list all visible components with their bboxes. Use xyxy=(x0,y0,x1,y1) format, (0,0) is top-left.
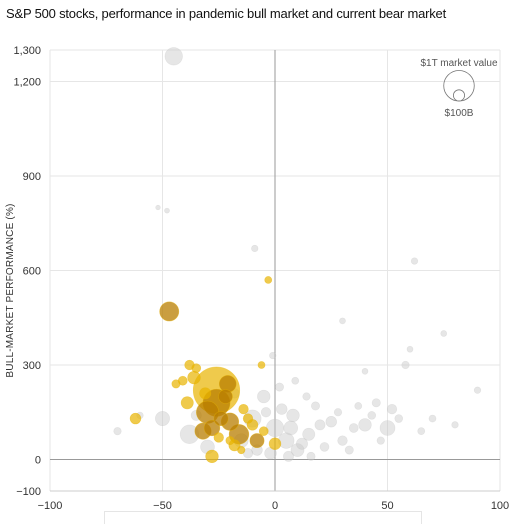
data-point-other xyxy=(290,443,305,457)
data-point-other xyxy=(296,437,308,450)
data-point-other xyxy=(155,411,170,426)
data-point-other xyxy=(379,420,396,436)
size-legend-large-circle xyxy=(443,70,475,102)
data-point-other xyxy=(302,427,316,441)
data-point-other xyxy=(354,402,363,410)
data-point-highlighted xyxy=(238,403,249,415)
size-legend-small-circle xyxy=(452,89,466,102)
data-point-highlighted xyxy=(187,370,201,385)
y-tick-label: 900 xyxy=(23,171,41,183)
data-point-highlighted xyxy=(205,449,219,463)
data-point-other xyxy=(451,421,459,429)
data-point-highlighted xyxy=(257,361,266,369)
data-point-highlighted xyxy=(199,387,212,400)
data-point-other xyxy=(314,419,326,431)
data-point-highlighted xyxy=(249,433,265,449)
y-tick-label: −100 xyxy=(16,486,41,498)
x-tick-label: −100 xyxy=(38,500,63,512)
data-point-other xyxy=(473,386,482,394)
data-point-other xyxy=(348,423,359,433)
data-point-highlighted xyxy=(203,419,221,437)
data-point-highlighted xyxy=(258,426,269,436)
data-point-other xyxy=(337,435,348,446)
data-point-other xyxy=(283,450,294,462)
data-point-other xyxy=(283,420,299,436)
data-point-other xyxy=(319,442,330,452)
data-point-highlighted xyxy=(213,432,224,443)
data-point-other xyxy=(291,376,300,385)
size-legend-large-label: $1T market value xyxy=(420,58,498,69)
data-point-other xyxy=(269,351,277,360)
data-point-other xyxy=(276,403,288,415)
data-point-highlighted xyxy=(191,363,202,373)
y-tick-label: 600 xyxy=(23,266,41,278)
x-tick-label: 0 xyxy=(272,500,278,512)
y-axis-title: BULL-MARKET PERFORMANCE (%) xyxy=(5,203,16,377)
data-point-other xyxy=(428,414,437,423)
data-point-other xyxy=(265,418,285,438)
data-point-highlighted xyxy=(225,436,235,446)
data-point-other xyxy=(339,317,346,325)
data-point-highlighted xyxy=(129,412,142,425)
data-point-highlighted xyxy=(237,445,246,455)
data-point-other xyxy=(164,207,170,214)
data-point-highlighted xyxy=(159,301,180,322)
data-point-other xyxy=(406,345,414,353)
data-point-other xyxy=(394,414,404,423)
x-tick-label: −50 xyxy=(153,500,172,512)
data-point-other xyxy=(286,408,300,423)
data-point-other xyxy=(251,244,259,253)
y-tick-label: 300 xyxy=(23,360,41,372)
data-point-other xyxy=(302,392,311,401)
data-point-highlighted xyxy=(171,379,181,389)
data-point-other xyxy=(371,398,381,408)
data-point-other xyxy=(440,330,448,337)
y-tick-label: 1,200 xyxy=(13,77,41,89)
size-legend-small-label: $100B xyxy=(445,108,474,119)
x-tick-label: 100 xyxy=(491,500,509,512)
x-tick-label: 50 xyxy=(381,500,393,512)
data-point-other xyxy=(386,403,398,415)
data-point-other xyxy=(401,360,410,370)
data-point-highlighted xyxy=(242,413,254,424)
data-point-other xyxy=(367,411,377,420)
data-point-highlighted xyxy=(213,411,229,426)
data-point-other xyxy=(361,367,369,375)
data-point-other xyxy=(257,389,271,404)
bottom-panel-edge xyxy=(104,511,422,524)
data-point-other xyxy=(376,436,385,445)
data-point-other xyxy=(417,427,426,436)
data-point-other xyxy=(260,407,272,418)
data-point-highlighted xyxy=(264,276,273,284)
data-point-highlighted xyxy=(180,396,194,410)
data-point-other xyxy=(410,257,419,265)
data-point-other xyxy=(358,418,372,432)
data-point-other xyxy=(306,451,316,461)
data-point-other xyxy=(333,408,343,417)
data-point-other xyxy=(325,415,337,428)
data-point-other xyxy=(275,382,284,392)
data-point-other xyxy=(311,401,320,411)
data-point-other xyxy=(155,204,161,211)
data-point-other xyxy=(164,47,183,66)
y-tick-label: 1,300 xyxy=(13,45,41,57)
data-point-highlighted xyxy=(218,389,233,404)
chart-title: S&P 500 stocks, performance in pandemic … xyxy=(6,6,446,21)
y-tick-label: 0 xyxy=(35,455,41,467)
data-point-highlighted xyxy=(268,437,282,450)
data-point-other xyxy=(344,445,354,455)
data-point-other xyxy=(113,427,122,436)
